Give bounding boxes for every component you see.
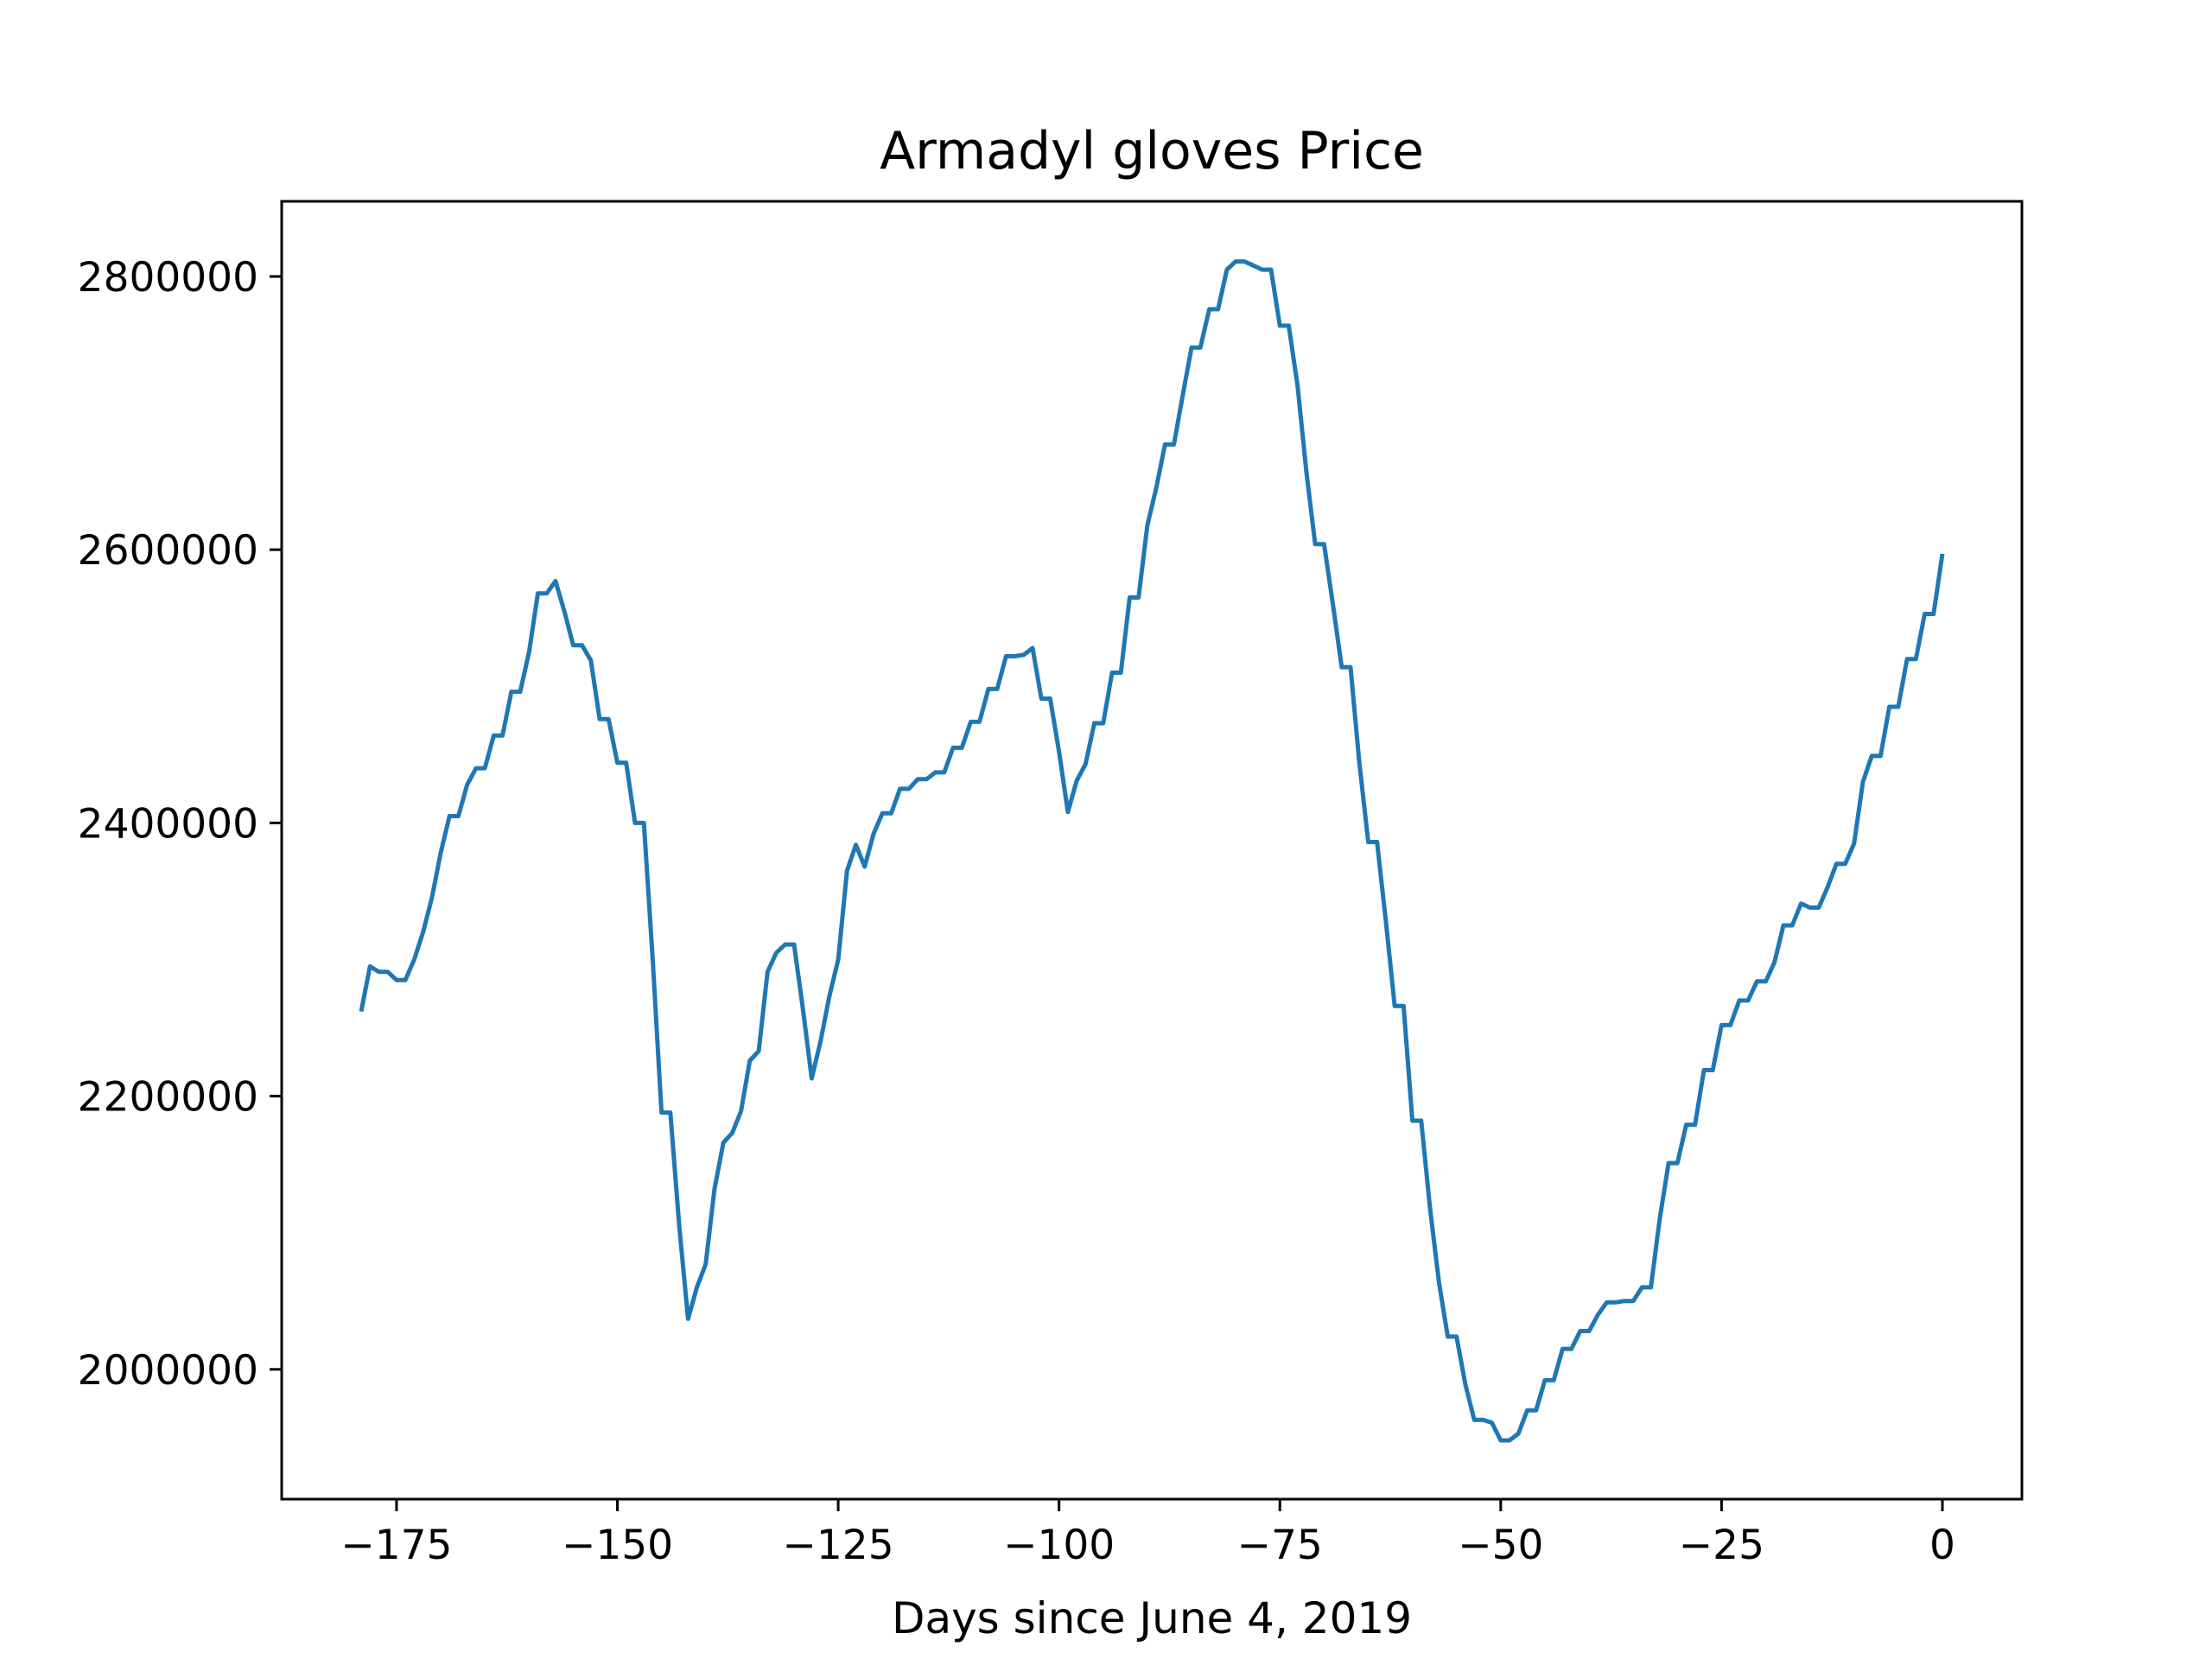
- y-tick-label: 2000000: [78, 1347, 258, 1395]
- chart-title: Armadyl gloves Price: [880, 121, 1424, 181]
- x-tick-label: −150: [562, 1522, 673, 1569]
- x-axis-ticks: −175 −150 −125 −100 −75 −50 −25 0: [340, 1499, 1955, 1569]
- series-layer: [359, 259, 1945, 1443]
- x-tick-label: −100: [1003, 1522, 1115, 1569]
- y-tick-label: 2200000: [78, 1074, 258, 1122]
- y-tick-label: 2600000: [78, 527, 258, 575]
- x-tick-label: −125: [783, 1522, 894, 1569]
- x-axis-label: Days since June 4, 2019: [892, 1593, 1412, 1643]
- x-tick-label: −75: [1237, 1522, 1323, 1569]
- plot-frame: [280, 200, 2024, 1501]
- x-tick-label: −50: [1458, 1522, 1543, 1569]
- y-tick-label: 2400000: [78, 800, 258, 848]
- y-axis-ticks: 2000000 2200000 2400000 2600000 2800000: [78, 254, 282, 1395]
- x-tick-label: 0: [1929, 1522, 1955, 1569]
- x-tick-label: −175: [340, 1522, 452, 1569]
- series-line-0: [359, 259, 1945, 1443]
- y-tick-label: 2800000: [78, 254, 258, 302]
- x-tick-label: −25: [1679, 1522, 1764, 1569]
